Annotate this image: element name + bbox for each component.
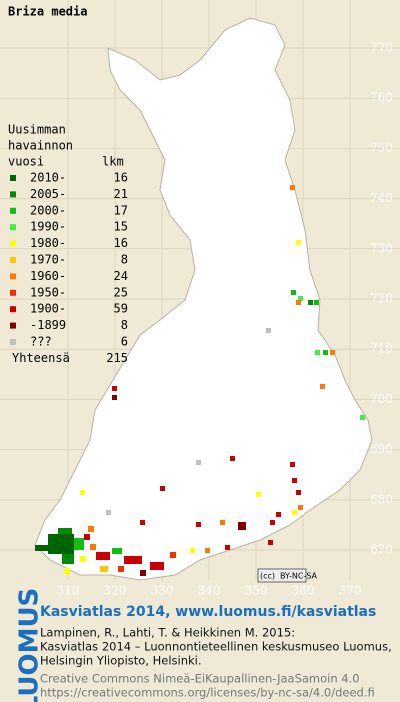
- cc-mark: (cc): [260, 572, 275, 581]
- legend-swatch: [10, 339, 16, 345]
- citation-line: Helsingin Yliopisto, Helsinki.: [40, 654, 202, 668]
- legend-swatch: [10, 273, 16, 280]
- y-label: 700: [370, 392, 393, 406]
- legend-count: 24: [114, 269, 128, 283]
- legend-count: 21: [114, 187, 128, 201]
- legend-label: 1990-: [30, 220, 66, 234]
- y-label: 730: [370, 241, 393, 255]
- legend-count: 8: [121, 318, 128, 332]
- legend-heading: Uusimman: [8, 123, 66, 137]
- species-title: Briza media: [8, 5, 87, 19]
- legend-label: 1960-: [30, 269, 66, 283]
- legend-label: 1970-: [30, 253, 66, 267]
- cc-badge: [257, 568, 307, 583]
- citation-line: Kasviatlas 2014 – Luonnontieteellinen ke…: [40, 640, 392, 654]
- y-label: 680: [370, 492, 393, 506]
- y-label: 740: [370, 191, 393, 205]
- legend-count: 8: [121, 253, 128, 267]
- legend-label: 2010-: [30, 171, 66, 185]
- x-label: 360: [292, 584, 315, 598]
- y-label: 770: [370, 41, 393, 55]
- x-label: 330: [151, 584, 174, 598]
- legend-swatch: [10, 306, 16, 313]
- legend-label: 1980-: [30, 236, 66, 250]
- footer: Lampinen, R., Lahti, T. & Heikkinen M. 2…: [40, 626, 392, 700]
- citation-line: Lampinen, R., Lahti, T. & Heikkinen M. 2…: [40, 626, 295, 640]
- legend-count: 6: [121, 335, 128, 349]
- atlas-link[interactable]: Kasviatlas 2014, www.luomus.fi/kasviatla…: [40, 604, 376, 620]
- finland-outline: [34, 17, 373, 581]
- x-label: 340: [198, 584, 221, 598]
- total-count: 215: [106, 351, 128, 365]
- y-label: 710: [370, 342, 393, 356]
- x-label: 370: [339, 584, 362, 598]
- legend-swatch: [10, 322, 16, 329]
- legend-swatch: [10, 257, 16, 263]
- legend-heading: havainnon: [8, 139, 73, 153]
- count-heading: lkm: [102, 155, 124, 169]
- x-label: 320: [104, 584, 127, 598]
- y-label: 690: [370, 442, 393, 456]
- legend-label: 1950-: [30, 285, 66, 299]
- legend-swatch: [10, 191, 16, 198]
- license-line: https://creativecommons.org/licenses/by-…: [40, 686, 375, 700]
- y-label: 760: [370, 91, 393, 105]
- observation-squares: [35, 185, 365, 576]
- legend-swatch: [10, 240, 16, 247]
- legend-label: 2005-: [30, 187, 66, 201]
- y-label: 750: [370, 141, 393, 155]
- y-label: 720: [370, 292, 393, 306]
- legend-label: ???: [30, 335, 52, 349]
- legend-swatch: [10, 224, 16, 231]
- legend-swatch: [10, 175, 16, 181]
- axis-labels: 770 760 750 740 730 720 710 700 690 680 670 310 320 3…: [57, 41, 393, 598]
- license-line: Creative Commons Nimeä-EiKaupallinen-Jaa…: [40, 672, 360, 686]
- y-label: 670: [370, 543, 393, 557]
- x-label: 350: [245, 584, 268, 598]
- x-label: 310: [57, 584, 80, 598]
- legend-swatch: [10, 207, 16, 214]
- legend-label: 1900-: [30, 302, 66, 316]
- legend-count: 16: [114, 236, 128, 250]
- legend-count: 59: [114, 302, 128, 316]
- legend-swatch: [10, 289, 16, 296]
- legend-label: -1899: [30, 318, 66, 332]
- legend-heading: vuosi: [8, 155, 44, 169]
- luomus-logo: LUOMUS: [15, 588, 45, 702]
- legend-count: 16: [114, 171, 128, 185]
- legend-count: 15: [114, 220, 128, 234]
- legend-label: 2000-: [30, 203, 66, 217]
- total-label: Yhteensä: [12, 351, 70, 365]
- legend-count: 17: [114, 203, 128, 217]
- legend-count: 25: [114, 285, 128, 299]
- cc-license: BY-NC-SA: [280, 572, 318, 581]
- legend: Uusimman havainnon vuosi lkm 2010- 16 2005- 21 2…: [8, 123, 128, 365]
